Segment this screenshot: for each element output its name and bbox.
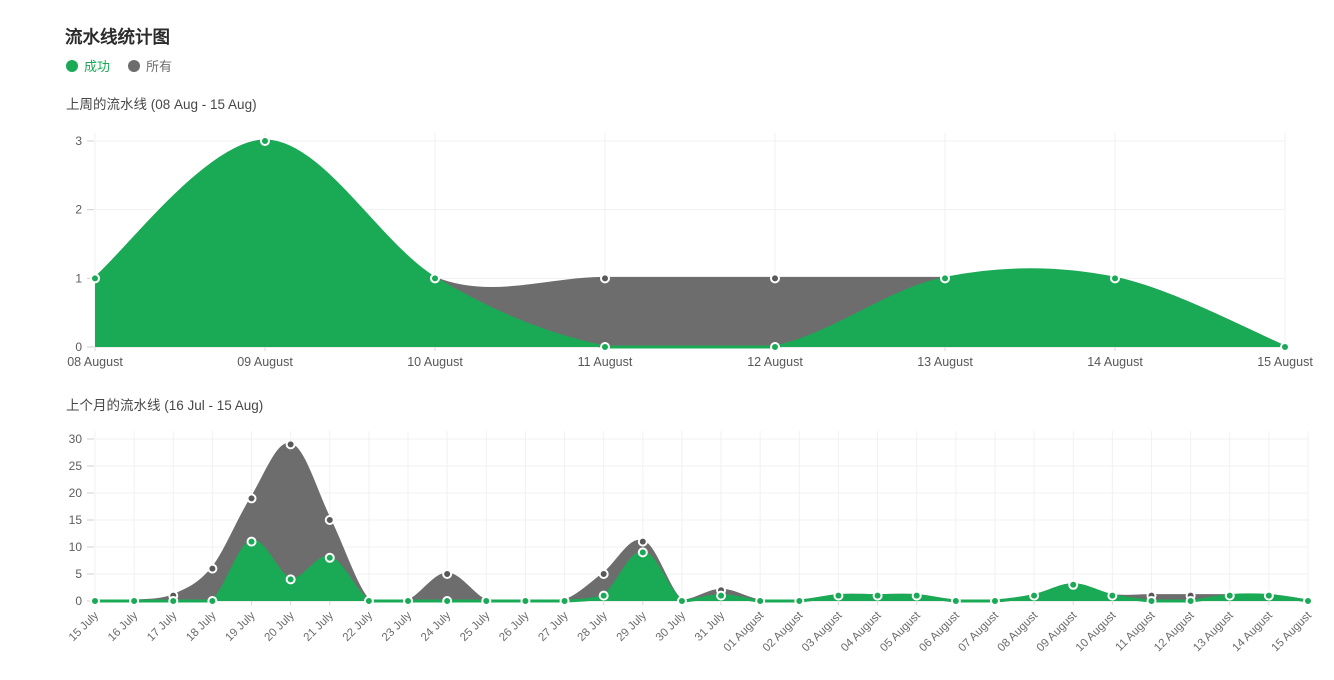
svg-text:5: 5 <box>75 567 82 581</box>
svg-text:10 August: 10 August <box>1074 609 1119 654</box>
svg-text:0: 0 <box>75 340 82 354</box>
svg-text:20 July: 20 July <box>263 609 297 643</box>
svg-text:20: 20 <box>69 486 83 500</box>
svg-text:21 July: 21 July <box>302 609 336 643</box>
svg-text:03 August: 03 August <box>800 609 845 654</box>
svg-text:19 July: 19 July <box>223 609 257 643</box>
svg-text:15 July: 15 July <box>67 609 101 643</box>
svg-text:02 August: 02 August <box>761 609 806 654</box>
svg-text:12 August: 12 August <box>747 355 803 369</box>
svg-text:10: 10 <box>69 540 83 554</box>
last-week-pipelines-chart[interactable]: 0 1 2 3 08 August 09 August 10 August 11 August… <box>0 118 1334 380</box>
svg-text:05 August: 05 August <box>878 609 923 654</box>
svg-text:08 August: 08 August <box>67 355 123 369</box>
svg-text:24 July: 24 July <box>419 609 453 643</box>
svg-text:14 August: 14 August <box>1087 355 1143 369</box>
svg-text:17 July: 17 July <box>145 609 179 643</box>
svg-text:2: 2 <box>75 203 82 217</box>
svg-text:08 August: 08 August <box>996 609 1041 654</box>
page-title: 流水线统计图 <box>65 26 170 47</box>
svg-text:14 August: 14 August <box>1230 609 1275 654</box>
chart-legend: 成功 所有 <box>66 56 172 75</box>
last-month-pipelines-chart[interactable]: 0 5 10 15 20 25 30 15 July 16 July 17 July 18 July… <box>0 420 1334 680</box>
svg-text:26 July: 26 July <box>497 609 531 643</box>
svg-text:25 July: 25 July <box>458 609 492 643</box>
svg-text:1: 1 <box>75 271 82 285</box>
svg-text:30 July: 30 July <box>654 609 688 643</box>
svg-text:15: 15 <box>69 513 83 527</box>
svg-text:12 August: 12 August <box>1152 609 1197 654</box>
svg-text:28 July: 28 July <box>576 609 610 643</box>
svg-text:18 July: 18 July <box>184 609 218 643</box>
svg-text:23 July: 23 July <box>380 609 414 643</box>
svg-text:11 August: 11 August <box>1114 609 1159 654</box>
svg-text:09 August: 09 August <box>1035 609 1080 654</box>
legend-label-success: 成功 <box>84 59 111 74</box>
svg-text:25: 25 <box>69 459 83 473</box>
svg-text:30: 30 <box>69 432 83 446</box>
svg-text:13 August: 13 August <box>917 355 973 369</box>
last-month-chart-title: 上个月的流水线 (16 Jul - 15 Aug) <box>66 398 264 413</box>
svg-text:3: 3 <box>75 134 82 148</box>
svg-text:07 August: 07 August <box>956 609 1001 654</box>
svg-text:01 August: 01 August <box>722 609 767 654</box>
svg-text:0: 0 <box>75 594 82 608</box>
svg-text:04 August: 04 August <box>839 609 884 654</box>
svg-text:31 July: 31 July <box>693 609 727 643</box>
legend-label-all: 所有 <box>146 59 173 74</box>
legend-item-success: 成功 <box>66 56 110 75</box>
legend-item-all: 所有 <box>128 56 172 75</box>
last-week-chart-title: 上周的流水线 (08 Aug - 15 Aug) <box>66 97 257 112</box>
svg-text:06 August: 06 August <box>917 609 962 654</box>
svg-text:29 July: 29 July <box>615 609 649 643</box>
all-legend-dot-icon <box>128 59 141 72</box>
svg-text:15 August: 15 August <box>1269 609 1314 654</box>
success-legend-dot-icon <box>66 59 78 72</box>
svg-text:16 July: 16 July <box>106 609 140 643</box>
svg-text:22 July: 22 July <box>341 609 375 643</box>
svg-text:15 August: 15 August <box>1257 355 1313 369</box>
svg-text:09 August: 09 August <box>237 355 293 369</box>
svg-text:10 August: 10 August <box>407 355 463 369</box>
svg-text:27 July: 27 July <box>536 609 570 643</box>
svg-text:11 August: 11 August <box>578 355 633 369</box>
svg-text:13 August: 13 August <box>1191 609 1236 654</box>
